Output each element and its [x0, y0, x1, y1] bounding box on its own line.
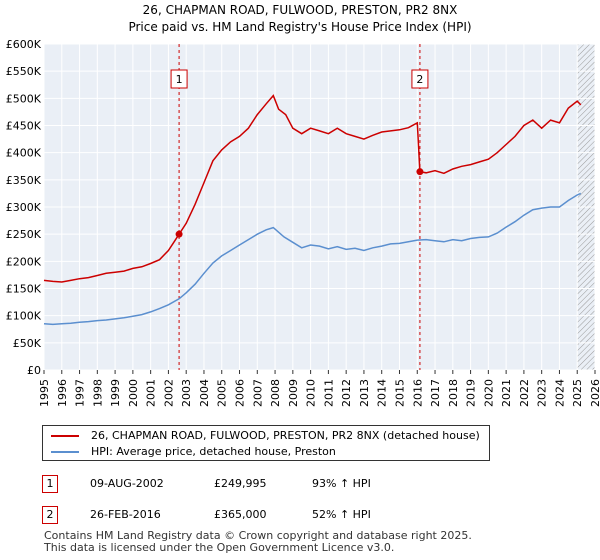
x-tick-label: 2017 [429, 379, 442, 407]
transaction-hpi: 52% ↑ HPI [312, 508, 371, 521]
transaction-row: 2 26-FEB-2016 £365,000 52% ↑ HPI [0, 506, 600, 526]
x-tick-label: 1999 [109, 379, 122, 407]
legend-label-property: 26, CHAPMAN ROAD, FULWOOD, PRESTON, PR2 … [91, 429, 480, 442]
x-tick-label: 2006 [234, 379, 247, 407]
footer-copyright: Contains HM Land Registry data © Crown c… [44, 529, 472, 542]
y-tick-label: £450K [6, 120, 42, 133]
x-tick-label: 2005 [216, 379, 229, 407]
x-tick-label: 1998 [91, 379, 104, 407]
transaction-price: £249,995 [214, 477, 267, 490]
x-tick-label: 2016 [411, 379, 424, 407]
x-tick-label: 2011 [322, 379, 335, 407]
x-tick-label: 2024 [553, 379, 566, 407]
x-tick-label: 2015 [393, 379, 406, 407]
x-tick-label: 2012 [340, 379, 353, 407]
x-tick-label: 2000 [127, 379, 140, 407]
sale-label: 2 [416, 73, 423, 86]
y-tick-label: £50K [13, 337, 42, 350]
sale-label: 1 [176, 73, 183, 86]
y-tick-label: £500K [6, 92, 42, 105]
y-tick-label: £300K [6, 201, 42, 214]
price-chart: 26, CHAPMAN ROAD, FULWOOD, PRESTON, PR2 … [6, 3, 600, 407]
x-tick-label: 1996 [56, 379, 69, 407]
x-tick-label: 1995 [38, 379, 51, 407]
grid [43, 43, 596, 371]
x-tick-label: 2003 [180, 379, 193, 407]
y-tick-label: £200K [6, 255, 42, 268]
x-tick-label: 2009 [287, 379, 300, 407]
y-tick-label: £350K [6, 174, 42, 187]
x-tick-label: 2007 [251, 379, 264, 407]
y-tick-label: £600K [6, 38, 42, 51]
x-tick-label: 2022 [518, 379, 531, 407]
chart-title: 26, CHAPMAN ROAD, FULWOOD, PRESTON, PR2 … [143, 3, 458, 17]
x-axis: 1995 1996 1997 1998 1999 2000 2001 2002 2003 2004… [38, 370, 600, 407]
y-tick-label: £400K [6, 147, 42, 160]
x-tick-label: 1997 [74, 379, 87, 407]
sale-point [175, 230, 183, 238]
x-tick-label: 2013 [358, 379, 371, 407]
footer-license: This data is licensed under the Open Gov… [44, 541, 395, 554]
transaction-date: 26-FEB-2016 [90, 508, 161, 521]
x-tick-label: 2020 [482, 379, 495, 407]
y-tick-label: £100K [6, 310, 42, 323]
legend-swatch-hpi [51, 451, 79, 453]
transaction-price: £365,000 [214, 508, 267, 521]
sale-label-box [170, 69, 188, 89]
x-tick-label: 2004 [198, 379, 211, 407]
x-tick-label: 2001 [145, 379, 158, 407]
series-line [43, 192, 582, 326]
sale-point [416, 168, 424, 176]
x-tick-label: 2014 [376, 379, 389, 407]
y-axis: £0 £50K £100K £150K £200K £250K £300K £350K £400… [6, 38, 42, 377]
chart-subtitle: Price paid vs. HM Land Registry's House … [128, 20, 471, 34]
legend-swatch-property [51, 435, 79, 437]
y-tick-label: £250K [6, 228, 42, 241]
transaction-number: 1 [42, 475, 58, 493]
x-tick-label: 2021 [500, 379, 513, 407]
legend: 26, CHAPMAN ROAD, FULWOOD, PRESTON, PR2 … [42, 425, 490, 461]
y-tick-label: £0 [27, 364, 41, 377]
transaction-row: 1 09-AUG-2002 £249,995 93% ↑ HPI [0, 475, 600, 495]
x-tick-label: 2018 [447, 379, 460, 407]
x-tick-label: 2002 [162, 379, 175, 407]
x-tick-label: 2026 [589, 379, 600, 407]
y-tick-label: £550K [6, 65, 42, 78]
series-line [43, 94, 582, 283]
series-lines [43, 94, 582, 326]
legend-label-hpi: HPI: Average price, detached house, Pres… [91, 445, 336, 458]
transaction-number: 2 [42, 506, 58, 524]
footer: Contains HM Land Registry data © Crown c… [44, 530, 472, 554]
x-tick-label: 2023 [536, 379, 549, 407]
x-tick-label: 2019 [465, 379, 478, 407]
transaction-hpi: 93% ↑ HPI [312, 477, 371, 490]
sale-label-box [411, 69, 429, 89]
sale-lines [178, 44, 421, 370]
x-tick-label: 2025 [571, 379, 584, 407]
transaction-date: 09-AUG-2002 [90, 477, 164, 490]
x-tick-label: 2010 [305, 379, 318, 407]
y-tick-label: £150K [6, 283, 42, 296]
x-tick-label: 2008 [269, 379, 282, 407]
